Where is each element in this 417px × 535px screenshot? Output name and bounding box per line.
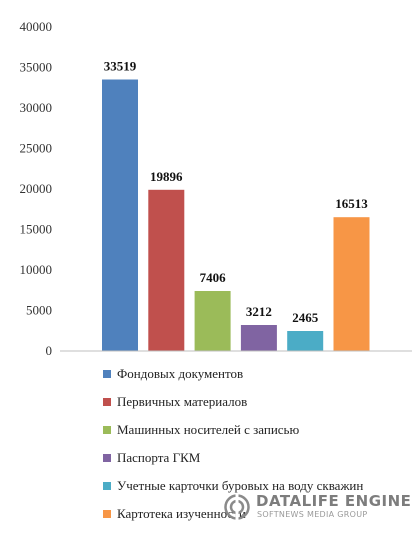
bar <box>194 291 231 351</box>
legend-swatch <box>103 482 111 490</box>
y-tick-label: 25000 <box>20 141 53 156</box>
legend-swatch <box>103 370 111 378</box>
y-axis: 0 5000 10000 15000 20000 25000 30000 35000 40000 <box>20 19 53 358</box>
legend-item: Учетные карточки буровых на воду скважин <box>103 472 413 500</box>
legend-swatch <box>103 510 111 518</box>
datalife-logo-icon <box>224 494 250 520</box>
data-labels-group: 33519 19896 7406 3212 2465 16513 <box>104 59 369 326</box>
bar-chart: 0 5000 10000 15000 20000 25000 30000 35000 40000… <box>20 19 412 358</box>
legend-swatch <box>103 398 111 406</box>
legend-item: Первичных материалов <box>103 388 413 416</box>
bar-value-label: 19896 <box>150 169 183 184</box>
bar-value-label: 7406 <box>200 270 227 285</box>
y-tick-label: 0 <box>46 343 53 358</box>
legend-item: Паспорта ГКМ <box>103 444 413 472</box>
legend-item: Машинных носителей с записью <box>103 416 413 444</box>
legend-label: Паспорта ГКМ <box>117 450 201 465</box>
bars-group <box>102 79 370 351</box>
bar-value-label: 3212 <box>246 304 272 319</box>
y-tick-label: 30000 <box>20 100 53 115</box>
y-tick-label: 10000 <box>20 262 53 277</box>
watermark-title: DATALIFE ENGINE <box>256 492 412 510</box>
legend-item: Фондовых документов <box>103 360 413 388</box>
watermark-subtitle: SOFTNEWS MEDIA GROUP <box>257 510 368 519</box>
y-tick-label: 15000 <box>20 222 53 237</box>
y-tick-label: 40000 <box>20 19 53 34</box>
bar-value-label: 16513 <box>335 196 368 211</box>
y-tick-label: 20000 <box>20 181 53 196</box>
bar <box>102 79 138 351</box>
legend-label: Машинных носителей с записью <box>117 422 300 437</box>
legend-label: Картотека изученности <box>117 506 246 521</box>
watermark: DATALIFE ENGINE SOFTNEWS MEDIA GROUP <box>224 492 414 524</box>
legend: Фондовых документов Первичных материалов М… <box>103 360 413 528</box>
legend-label: Первичных материалов <box>117 394 248 409</box>
y-tick-label: 35000 <box>20 60 53 75</box>
bar-value-label: 2465 <box>292 310 319 325</box>
legend-swatch <box>103 426 111 434</box>
bar <box>240 325 277 351</box>
legend-label: Фондовых документов <box>117 366 244 381</box>
y-tick-label: 5000 <box>26 303 52 318</box>
legend-item: Картотека изученности <box>103 500 413 528</box>
bar <box>148 189 185 351</box>
legend-label: Учетные карточки буровых на воду скважин <box>117 478 364 493</box>
bar-value-label: 33519 <box>104 59 137 74</box>
legend-swatch <box>103 454 111 462</box>
bar <box>287 331 324 351</box>
bar <box>333 217 370 351</box>
